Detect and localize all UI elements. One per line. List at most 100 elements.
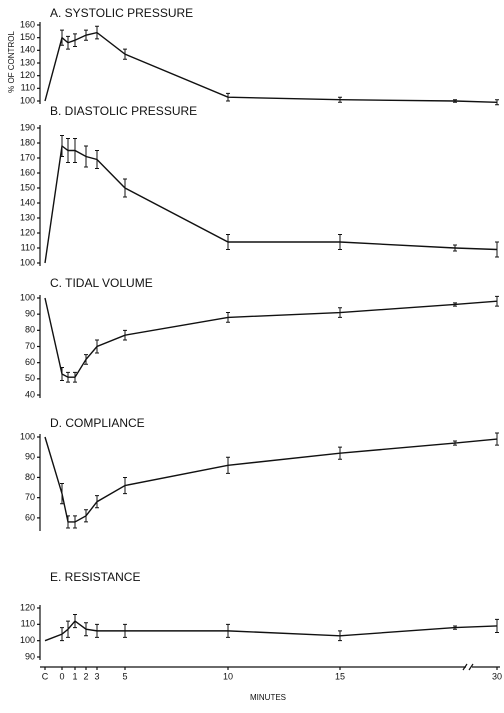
y-tick-label: 90: [25, 651, 35, 661]
error-bar: [226, 312, 230, 323]
panel-title: E. RESISTANCE: [50, 570, 140, 584]
y-tick-label: 160: [20, 19, 35, 29]
y-tick-label: 140: [20, 197, 35, 207]
error-bar: [95, 25, 99, 40]
error-bar: [66, 371, 70, 383]
error-bar: [123, 623, 127, 638]
y-tick-label: 170: [20, 152, 35, 162]
y-axis-label: % OF CONTROL: [7, 31, 16, 93]
y-tick-label: 120: [20, 70, 35, 80]
error-bar: [495, 295, 499, 307]
error-bar: [84, 29, 88, 41]
error-bar: [453, 302, 457, 307]
error-bar: [495, 99, 499, 106]
error-bar: [66, 620, 70, 638]
error-bar: [226, 456, 230, 474]
y-tick-label: 50: [25, 373, 35, 383]
y-tick-label: 80: [25, 325, 35, 335]
panel-title: D. COMPLIANCE: [50, 416, 145, 430]
line-series: [44, 620, 498, 642]
y-tick-label: 90: [25, 452, 35, 462]
error-bar: [495, 618, 499, 633]
error-bar: [95, 339, 99, 354]
y-tick-label: 160: [20, 167, 35, 177]
y-tick-label: 80: [25, 472, 35, 482]
panel-title: C. TIDAL VOLUME: [50, 276, 153, 290]
line-series: [44, 436, 498, 523]
error-bar: [123, 178, 127, 198]
y-tick-label: 110: [21, 242, 35, 252]
error-bar: [84, 354, 88, 365]
error-bar: [73, 33, 77, 48]
error-bar: [453, 99, 457, 103]
y-tick-label: 150: [20, 32, 35, 42]
line-series: [44, 297, 498, 378]
error-bar: [453, 244, 457, 252]
error-bar: [66, 515, 70, 529]
x-tick-label: 15: [335, 671, 345, 681]
y-tick-label: 130: [20, 212, 35, 222]
error-bar: [73, 138, 77, 163]
y-tick-label: 60: [25, 512, 35, 522]
y-tick-label: 90: [25, 309, 35, 319]
y-tick-label: 100: [20, 635, 35, 645]
error-bar: [84, 622, 88, 637]
error-bar: [84, 145, 88, 168]
y-tick-label: 150: [20, 182, 35, 192]
y-tick-label: 110: [21, 83, 35, 93]
panel-title: A. SYSTOLIC PRESSURE: [50, 6, 193, 20]
error-bar: [73, 371, 77, 383]
y-tick-label: 70: [25, 492, 35, 502]
y-tick-label: 40: [25, 389, 35, 399]
x-tick-label: 30: [492, 671, 502, 681]
y-tick-label: 60: [25, 357, 35, 367]
y-tick-label: 180: [20, 137, 35, 147]
error-bar: [60, 29, 64, 46]
line-series: [44, 144, 498, 264]
x-tick-label: 0: [59, 671, 64, 681]
x-tick-label: 2: [83, 671, 88, 681]
y-tick-label: 120: [20, 602, 35, 612]
y-tick-label: 100: [20, 257, 35, 267]
error-bar: [84, 509, 88, 523]
error-bar: [66, 138, 70, 163]
error-bar: [338, 630, 342, 642]
error-bar: [453, 440, 457, 446]
error-bar: [495, 241, 499, 258]
y-tick-label: 190: [20, 122, 35, 132]
error-bar: [338, 307, 342, 318]
error-bar: [453, 625, 457, 630]
y-tick-label: 110: [21, 619, 35, 629]
error-bar: [338, 96, 342, 103]
line-series: [44, 31, 498, 103]
x-tick-label: 10: [223, 671, 233, 681]
y-tick-label: 120: [20, 227, 35, 237]
y-tick-label: 130: [20, 57, 35, 67]
x-axis: [40, 663, 500, 671]
error-bar: [226, 234, 230, 250]
x-axis-label: MINUTES: [250, 693, 286, 702]
y-tick-label: 70: [25, 341, 35, 351]
error-bar: [60, 483, 64, 505]
y-tick-label: 100: [20, 292, 35, 302]
error-bar: [95, 623, 99, 638]
error-bar: [66, 35, 70, 50]
x-tick-label: 1: [72, 671, 77, 681]
error-bar: [123, 48, 127, 60]
error-bar: [60, 627, 64, 642]
error-bar: [226, 623, 230, 638]
error-bar: [95, 150, 99, 169]
error-bar: [60, 367, 64, 381]
error-bar: [123, 476, 127, 495]
error-bar: [95, 495, 99, 509]
error-bar: [338, 234, 342, 250]
y-tick-label: 100: [20, 95, 35, 105]
panel-title: B. DIASTOLIC PRESSURE: [50, 104, 197, 118]
x-tick-label: 3: [94, 671, 99, 681]
error-bar: [60, 135, 64, 157]
error-bar: [226, 92, 230, 102]
error-bar: [73, 515, 77, 529]
y-tick-label: 100: [20, 431, 35, 441]
error-bar: [73, 614, 77, 629]
